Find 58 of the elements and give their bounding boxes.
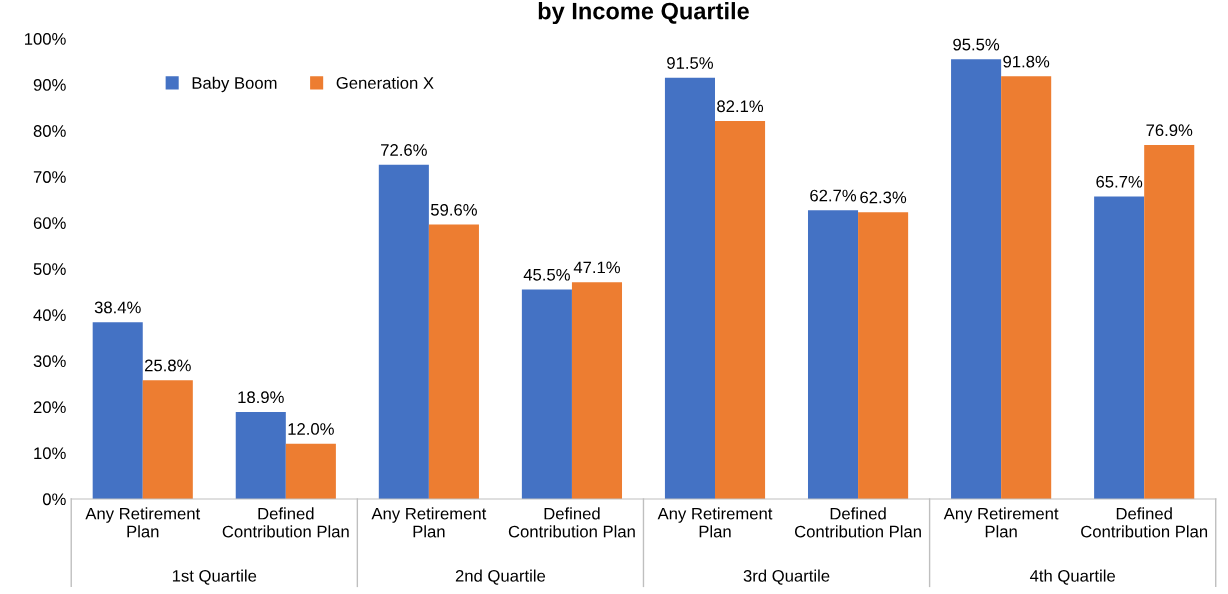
text: 4th Quartile (1029, 569, 1115, 585)
legend-label: Generation X (336, 76, 434, 89)
bar (571, 282, 623, 499)
bar (285, 443, 336, 499)
bar (521, 289, 572, 499)
text: 3rd Quartile (743, 569, 830, 585)
data-label: 47.1% (573, 261, 621, 274)
x-tick-label: Defined Contribution Plan (508, 507, 635, 538)
bar (715, 121, 766, 499)
data-label: 82.1% (717, 100, 764, 113)
y-tick-label: 90% (33, 79, 66, 91)
data-label: 95.5% (953, 38, 1000, 51)
y-tick-label: 0% (42, 493, 66, 506)
bar (858, 212, 909, 499)
y-tick-label: 50% (33, 263, 66, 275)
y-tick-label: 30% (33, 355, 66, 368)
y-tick-label: 60% (33, 217, 66, 229)
x-tick-label: Defined Contribution Plan (222, 507, 349, 538)
bar (664, 77, 715, 499)
x-tick-label: Any Retirement Plan (371, 507, 487, 538)
y-tick-label: 10% (34, 447, 66, 460)
chart-title: by Income Quartile (538, 2, 749, 25)
y-tick-label: 80% (33, 125, 66, 137)
bar (378, 164, 429, 499)
y-tick-label: 20% (33, 401, 66, 414)
data-label: 62.3% (860, 191, 907, 204)
y-tick-label: 70% (33, 171, 66, 183)
x-tick-label: Any Retirement Plan (85, 507, 201, 538)
bar (92, 322, 143, 499)
data-label: 25.8% (145, 359, 191, 372)
bar (1094, 196, 1145, 499)
x-tick-label: Defined Contribution Plan (794, 507, 921, 538)
data-label: 91.5% (667, 57, 713, 69)
data-label: 18.9% (238, 391, 284, 404)
bar (142, 380, 193, 499)
text: 2nd Quartile (455, 569, 546, 585)
bar (951, 59, 1002, 499)
bar (807, 210, 859, 499)
bar (1144, 144, 1195, 499)
data-label: 59.6% (430, 203, 477, 216)
bar (428, 224, 479, 499)
data-label: 45.5% (523, 268, 570, 281)
bar (1001, 76, 1052, 499)
legend-label: Baby Boom (192, 76, 277, 93)
data-label: 76.9% (1146, 124, 1193, 137)
data-label: 12.0% (288, 423, 334, 435)
data-label: 72.6% (381, 144, 427, 156)
y-tick-label: 100% (25, 33, 66, 45)
data-label: 38.4% (94, 301, 141, 314)
x-tick-label: Defined Contribution Plan (1081, 507, 1208, 538)
x-tick-label: Any Retirement Plan (943, 507, 1059, 538)
data-label: 65.7% (1096, 175, 1143, 188)
x-tick-label: Any Retirement Plan (657, 507, 773, 538)
data-label: 91.8% (1003, 55, 1050, 68)
text: 1st Quartile (172, 569, 257, 585)
y-tick-label: 40% (33, 309, 66, 322)
bar (235, 411, 286, 499)
data-label: 62.7% (810, 189, 857, 202)
